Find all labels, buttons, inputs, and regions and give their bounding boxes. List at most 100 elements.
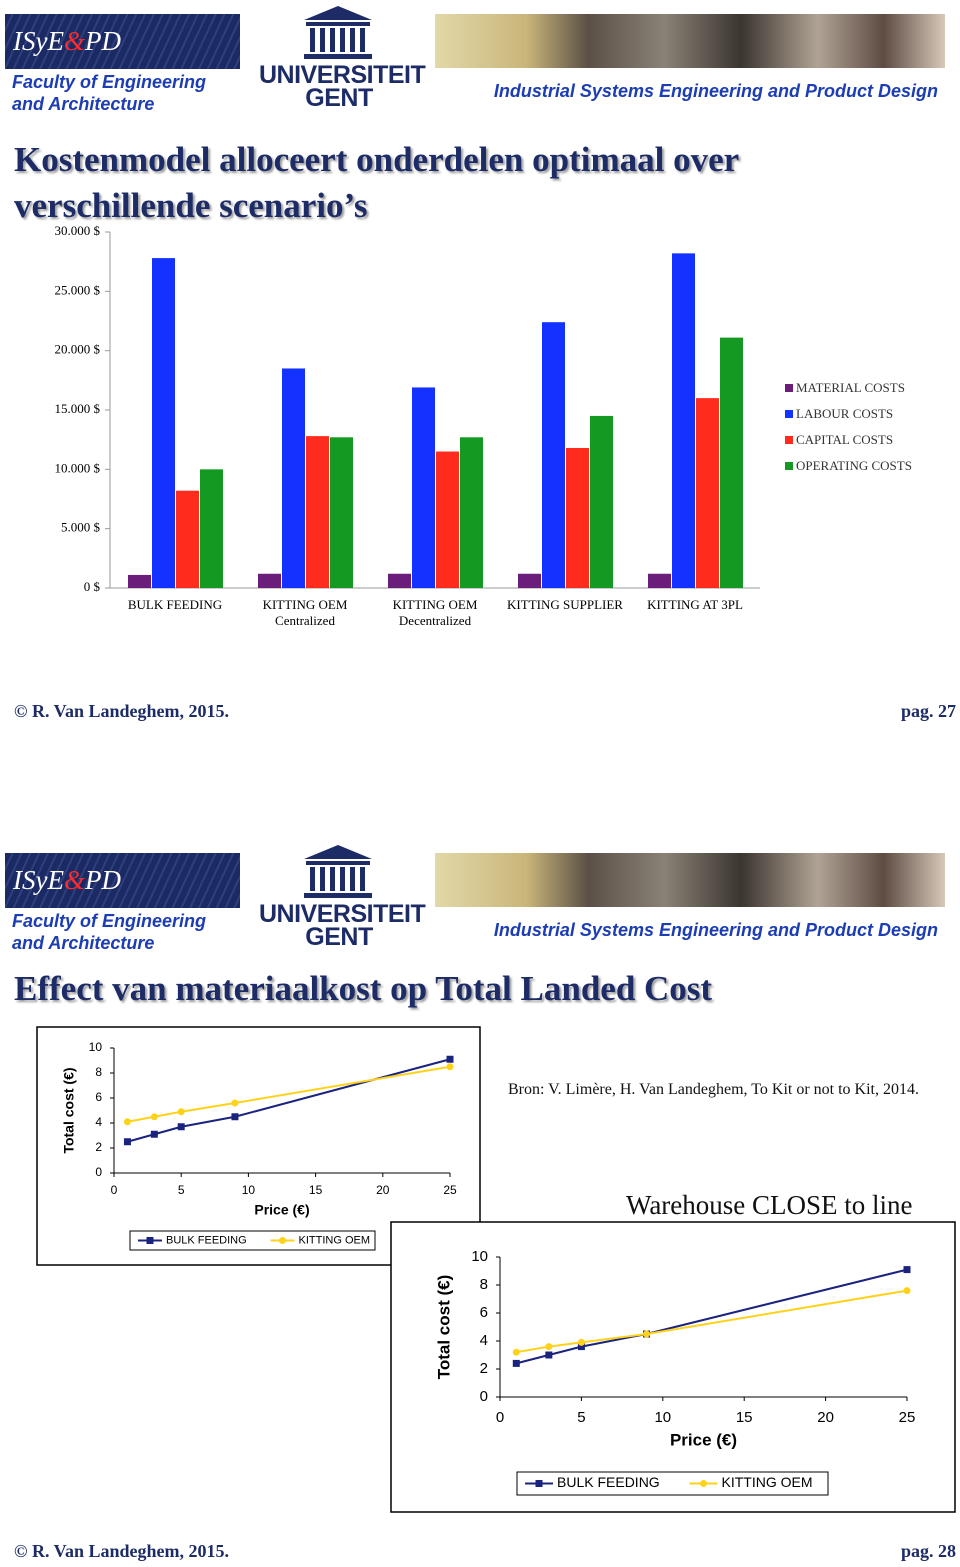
y-tick-label: 5.000 $ — [61, 520, 101, 535]
bar — [436, 451, 459, 588]
university-icon — [304, 6, 372, 59]
university: GENT — [305, 923, 373, 951]
legend-box — [516, 1471, 829, 1496]
slide-title: Kostenmodel alloceert onderdelen optimaa… — [14, 140, 739, 225]
faculty: Faculty of Engineering — [12, 72, 207, 92]
y-tick-label: 0 — [95, 1165, 102, 1179]
bar — [200, 469, 223, 588]
y-tick-label: 10 — [89, 1040, 103, 1054]
bar — [648, 573, 671, 588]
marker — [700, 1480, 707, 1487]
x-axis-label: Price (€) — [254, 1202, 309, 1218]
slide-title: Effect van materiaalkost op Total Landed… — [14, 969, 713, 1008]
university: UNIVERSITEIT — [259, 900, 426, 928]
caption: Warehouse CLOSE to line — [626, 1190, 913, 1220]
legend-swatch — [785, 410, 793, 418]
x-tick-label: 0 — [111, 1183, 118, 1197]
department: Industrial Systems Engineering and Produ… — [493, 920, 938, 940]
marker — [512, 1359, 520, 1367]
marker — [177, 1108, 185, 1116]
page-number: pag. 27 — [900, 701, 956, 721]
legend-label: KITTING OEM — [299, 1234, 371, 1246]
x-tick-label: 0 — [496, 1409, 504, 1426]
department: Industrial Systems Engineering and Produ… — [493, 81, 938, 101]
marker — [535, 1480, 543, 1487]
marker — [150, 1130, 158, 1138]
y-tick-label: 30.000 $ — [55, 223, 101, 238]
bar — [720, 337, 743, 588]
legend-swatch — [785, 436, 793, 444]
legend-label: BULK FEEDING — [557, 1474, 660, 1490]
x-tick-label: 25 — [899, 1409, 916, 1426]
x-tick-label: 15 — [309, 1183, 323, 1197]
marker — [150, 1113, 158, 1121]
legend-swatch — [785, 384, 793, 392]
university-icon — [304, 845, 372, 898]
x-tick-label: 25 — [443, 1183, 457, 1197]
faculty: and Architecture — [12, 933, 155, 953]
marker — [903, 1287, 911, 1295]
legend-label: CAPITAL COSTS — [796, 432, 893, 447]
x-tick-label: 15 — [736, 1409, 753, 1426]
logo-text: ISyE — [13, 26, 64, 56]
y-tick-label: 15.000 $ — [55, 401, 101, 416]
bar — [388, 573, 411, 588]
y-tick-label: 10 — [471, 1248, 488, 1265]
banner-image — [435, 14, 945, 68]
marker — [123, 1118, 131, 1126]
marker — [146, 1237, 154, 1244]
x-tick-label: 20 — [817, 1409, 834, 1426]
y-tick-label: 6 — [95, 1090, 102, 1104]
bar — [176, 490, 199, 588]
bar — [282, 368, 305, 588]
x-tick-label: KITTING OEM Decentralized — [393, 597, 478, 628]
x-tick-label: KITTING AT 3PL — [647, 597, 743, 612]
legend-swatch — [785, 462, 793, 470]
marker — [545, 1351, 553, 1359]
bar — [152, 258, 175, 588]
logo-text: PD — [84, 26, 121, 56]
legend-label: MATERIAL COSTS — [796, 380, 905, 395]
source: Bron: V. Limère, H. Van Landeghem, To Ki… — [508, 1081, 919, 1098]
marker — [577, 1338, 585, 1346]
banner-image — [435, 853, 945, 907]
y-tick-label: 25.000 $ — [55, 282, 101, 297]
university: GENT — [305, 84, 373, 112]
marker — [231, 1099, 239, 1107]
legend-box — [129, 1230, 376, 1251]
bar — [258, 573, 281, 588]
footer-author: © R. Van Landeghem, 2015. — [14, 701, 229, 721]
university: UNIVERSITEIT — [259, 61, 426, 89]
bar — [696, 398, 719, 588]
x-axis-label: Price (€) — [670, 1430, 737, 1449]
marker — [446, 1055, 454, 1063]
faculty: Faculty of Engineering — [12, 911, 207, 931]
logo: ISyE&PD — [5, 14, 240, 69]
legend-label: BULK FEEDING — [166, 1234, 247, 1246]
bar — [330, 437, 353, 588]
x-tick-label: 10 — [242, 1183, 256, 1197]
y-tick-label: 4 — [95, 1115, 102, 1129]
chart-frame — [390, 1221, 956, 1513]
marker — [577, 1343, 585, 1351]
x-tick-label: 5 — [178, 1183, 185, 1197]
y-tick-label: 2 — [480, 1360, 488, 1377]
bar — [518, 573, 541, 588]
marker — [279, 1237, 286, 1244]
footer-author: © R. Van Landeghem, 2015. — [14, 1541, 229, 1561]
marker — [545, 1343, 553, 1351]
bar — [460, 437, 483, 588]
bar — [412, 387, 435, 588]
marker — [903, 1266, 911, 1274]
bar — [128, 574, 151, 588]
bar — [566, 447, 589, 588]
x-tick-label: 5 — [577, 1409, 585, 1426]
bar — [590, 415, 613, 588]
legend-label: OPERATING COSTS — [796, 458, 912, 473]
logo-text: & — [63, 865, 85, 895]
x-tick-label: KITTING SUPPLIER — [507, 597, 623, 612]
marker — [446, 1063, 454, 1071]
y-tick-label: 20.000 $ — [55, 342, 101, 357]
logo: ISyE&PD — [5, 853, 240, 908]
